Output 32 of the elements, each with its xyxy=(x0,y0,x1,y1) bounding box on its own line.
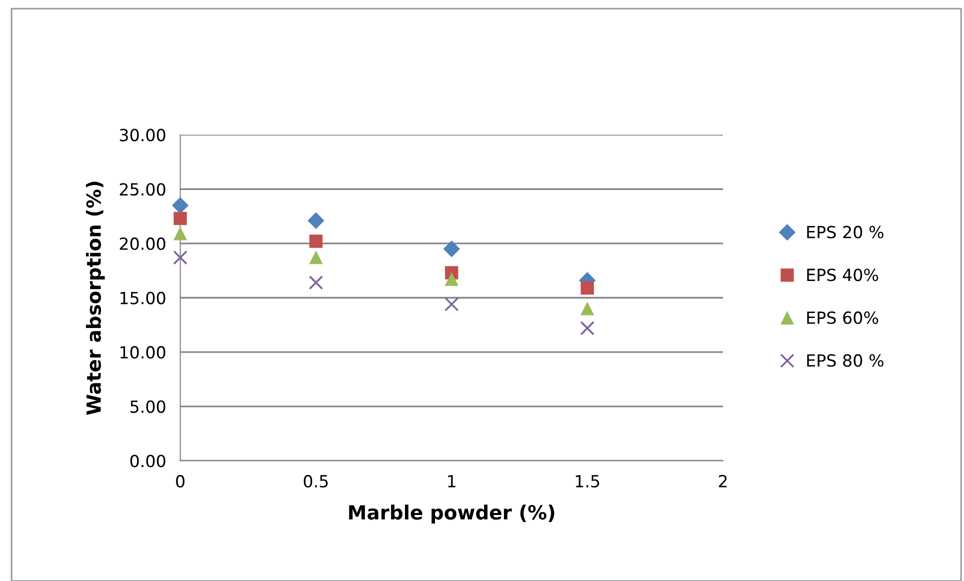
point xyxy=(172,197,188,214)
legend-label: EPS 40% xyxy=(807,268,878,282)
y-tick-label: 25.00 xyxy=(120,183,166,196)
x-tick-label: 2 xyxy=(718,474,727,488)
point xyxy=(308,212,324,229)
point xyxy=(444,297,459,312)
point xyxy=(443,240,460,258)
point xyxy=(580,321,594,336)
x-tick-label: 0.5 xyxy=(304,474,328,488)
y-axis-title: Water absorption (%) xyxy=(86,182,105,415)
point xyxy=(174,212,187,226)
point xyxy=(309,250,323,264)
legend-label: EPS 20 % xyxy=(807,226,884,238)
x-axis-title: Marble powder (%) xyxy=(349,504,554,524)
point xyxy=(174,227,187,240)
x-tick-label: 0 xyxy=(176,474,184,488)
point xyxy=(580,281,594,295)
x-tick-label: 1.5 xyxy=(576,475,600,488)
point xyxy=(308,275,324,290)
y-tick-label: 0.00 xyxy=(130,454,166,468)
y-tick-label: 30.00 xyxy=(120,128,166,142)
point xyxy=(580,302,594,316)
point xyxy=(309,234,323,248)
y-tick-label: 15.00 xyxy=(120,292,166,304)
legend-label: EPS 60% xyxy=(807,311,878,324)
y-tick-label: 10.00 xyxy=(120,346,166,359)
y-tick-label: 20.00 xyxy=(120,237,166,250)
x-tick-label: 1 xyxy=(448,475,456,488)
point xyxy=(445,272,458,286)
legend-label: EPS 80 % xyxy=(807,354,884,367)
y-tick-label: 5.00 xyxy=(130,400,166,413)
point xyxy=(173,250,188,265)
